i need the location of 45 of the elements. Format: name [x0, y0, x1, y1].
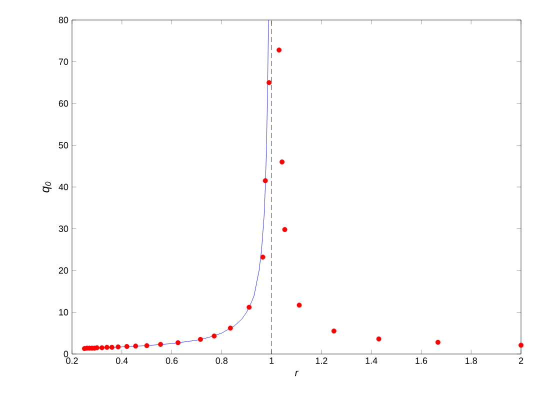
- point: [198, 336, 203, 342]
- point: [99, 345, 104, 350]
- y-tick-label: 70: [58, 58, 68, 65]
- y-tick-label: 30: [58, 226, 68, 232]
- y-tick-label: 80: [58, 16, 68, 24]
- point: [518, 342, 524, 348]
- x-tick-label: 1.6: [416, 358, 428, 364]
- point: [116, 344, 121, 350]
- point: [144, 343, 150, 348]
- point: [376, 336, 382, 342]
- x-tick-label: 1.4: [366, 358, 378, 364]
- point: [176, 340, 181, 346]
- y-tick-label: 40: [58, 184, 68, 190]
- point: [228, 326, 233, 331]
- point: [158, 342, 164, 347]
- point: [109, 344, 114, 350]
- x-tick-label: 1.2: [316, 358, 328, 364]
- x-axis-title: r: [295, 370, 299, 376]
- point: [262, 178, 268, 184]
- x-tick-label: 1: [270, 358, 274, 364]
- y-tick-label: 20: [58, 267, 68, 274]
- point: [260, 254, 266, 260]
- point: [282, 227, 288, 232]
- point: [246, 304, 252, 310]
- point: [276, 48, 282, 53]
- x-tick-label: 1.8: [466, 358, 477, 364]
- y-tick-label: 0: [64, 350, 68, 358]
- y-tick-label: 60: [58, 100, 68, 107]
- x-tick-label: 0.2: [66, 358, 78, 364]
- point: [280, 159, 285, 164]
- y-tick-label: 10: [59, 309, 68, 316]
- y-tick-label: 50: [58, 142, 68, 148]
- y-axis-title: q$_{0}$: [42, 182, 52, 192]
- x-tick-label: 0.4: [116, 358, 128, 364]
- point: [212, 334, 217, 339]
- point: [124, 344, 130, 349]
- point: [296, 302, 302, 308]
- point: [104, 344, 110, 350]
- point: [331, 328, 336, 334]
- point: [266, 80, 272, 86]
- x-tick-label: 0.8: [216, 358, 228, 364]
- point: [133, 344, 138, 349]
- x-tick-label: 2: [518, 358, 524, 364]
- x-tick-label: 0.6: [166, 358, 178, 364]
- point: [435, 340, 440, 345]
